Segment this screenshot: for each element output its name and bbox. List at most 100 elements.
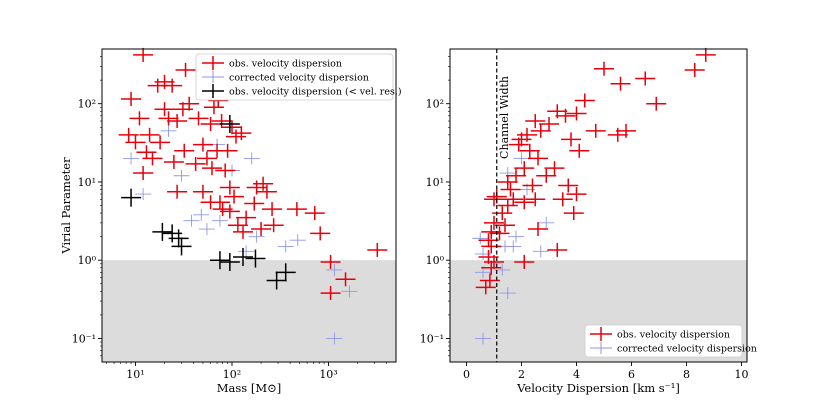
left-point-observed [154, 74, 175, 89]
left-point-observed [231, 126, 252, 141]
left-x-tick-label: 10² [223, 368, 241, 381]
right-point-corrected [499, 287, 516, 300]
right-point-observed [594, 61, 614, 76]
left-point-observed [286, 202, 307, 217]
left-point-observed [162, 78, 183, 93]
left-x-tick-label: 10³ [319, 368, 337, 381]
right-point-observed [561, 132, 581, 147]
left-point-observed [251, 222, 272, 237]
left-point-observed [201, 161, 222, 176]
right-point-observed [530, 123, 551, 138]
left-point-observed [225, 129, 246, 144]
left-x-tick-label: 10¹ [126, 368, 144, 381]
right-point-observed [569, 143, 590, 158]
left-point-below-resolution [121, 188, 142, 207]
left-point-observed [215, 163, 236, 178]
right-legend-label-corrected: corrected velocity dispersion [617, 344, 757, 355]
right-legend: obs. velocity dispersion corrected veloc… [584, 324, 757, 358]
right-point-observed [497, 198, 518, 213]
left-point-corrected [198, 223, 215, 236]
left-point-corrected [193, 208, 210, 221]
left-point-observed [320, 254, 341, 269]
left-point-observed [236, 210, 257, 225]
left-point-observed [150, 135, 171, 150]
left-legend: obs. velocity dispersion corrected veloc… [195, 53, 402, 101]
left-y-tick-label: 10² [78, 98, 96, 111]
right-point-observed [514, 195, 535, 210]
left-point-below-resolution [266, 271, 287, 290]
left-point-corrected [211, 214, 228, 227]
left-point-observed [203, 100, 224, 115]
left-point-corrected [123, 152, 140, 165]
right-point-observed [497, 174, 518, 189]
left-point-observed [222, 120, 243, 135]
left-point-observed [262, 202, 283, 217]
left-point-observed [233, 224, 254, 239]
left-legend-entry-corrected: corrected velocity dispersion [202, 71, 369, 84]
right-x-tick-label: 2 [518, 368, 525, 381]
right-y-tick-label: 10⁻¹ [420, 332, 444, 345]
right-point-observed [547, 242, 568, 257]
left-point-observed [253, 176, 274, 191]
left-point-observed [175, 62, 196, 77]
left-point-observed [304, 206, 325, 221]
right-point-observed [514, 254, 535, 269]
right-point-observed [525, 192, 546, 207]
right-point-observed [495, 218, 515, 233]
left-y-tick-label: 10⁰ [78, 254, 97, 267]
left-point-observed [154, 102, 175, 117]
left-point-observed [310, 226, 331, 241]
right-point-observed [684, 62, 705, 77]
right-point-observed [514, 161, 535, 176]
right-point-observed [528, 151, 548, 166]
left-legend-entry-below-resolution: obs. velocity dispersion (< vel. res.) [202, 84, 402, 98]
left-point-observed [263, 218, 284, 233]
right-point-observed [610, 76, 631, 91]
left-point-below-resolution [171, 237, 192, 256]
left-point-below-resolution [168, 229, 189, 248]
left-point-corrected [248, 230, 265, 243]
right-point-corrected [538, 216, 555, 229]
left-point-observed [167, 184, 188, 199]
left-point-observed [174, 143, 195, 158]
right-point-observed [574, 93, 595, 108]
right-point-corrected [508, 230, 524, 243]
right-point-observed [536, 168, 557, 183]
right-x-tick-label: 4 [573, 368, 580, 381]
left-point-observed [167, 114, 188, 129]
right-point-corrected [505, 240, 522, 253]
right-point-observed [479, 273, 500, 288]
left-point-below-resolution [152, 222, 173, 241]
left-point-observed [121, 91, 142, 106]
right-point-observed [566, 106, 587, 121]
left-points [118, 47, 388, 345]
left-point-observed [219, 180, 240, 195]
left-legend-label-below-resolution: obs. velocity dispersion (< vel. res.) [229, 87, 402, 98]
left-point-below-resolution [245, 249, 266, 268]
right-point-observed [566, 187, 587, 202]
right-point-corrected [472, 232, 489, 245]
right-points [472, 47, 716, 345]
left-point-corrected [243, 152, 260, 165]
left-point-observed [244, 196, 265, 211]
left-y-tick-label: 10⁻¹ [72, 332, 96, 345]
right-y-tick-label: 10¹ [426, 176, 444, 189]
right-legend-entry-observed: obs. velocity dispersion [590, 327, 730, 341]
left-point-observed [142, 151, 163, 166]
right-point-observed [492, 206, 513, 221]
left-legend-box [195, 53, 394, 101]
right-point-observed [607, 127, 628, 142]
right-point-corrected [475, 332, 491, 345]
right-point-observed [481, 260, 502, 275]
left-point-observed [129, 111, 150, 126]
left-point-below-resolution [209, 251, 230, 270]
left-point-corrected [173, 169, 190, 182]
left-shaded-region [102, 260, 396, 362]
left-panel: 10¹ 10² 10³ 10⁻¹ 10⁰ 10¹ 10² Mass [M⊙] Virial … [59, 47, 402, 395]
left-point-observed [125, 135, 146, 150]
left-point-corrected [160, 124, 177, 137]
right-point-observed [563, 206, 584, 221]
left-point-corrected [238, 245, 255, 258]
right-point-observed [484, 215, 504, 230]
